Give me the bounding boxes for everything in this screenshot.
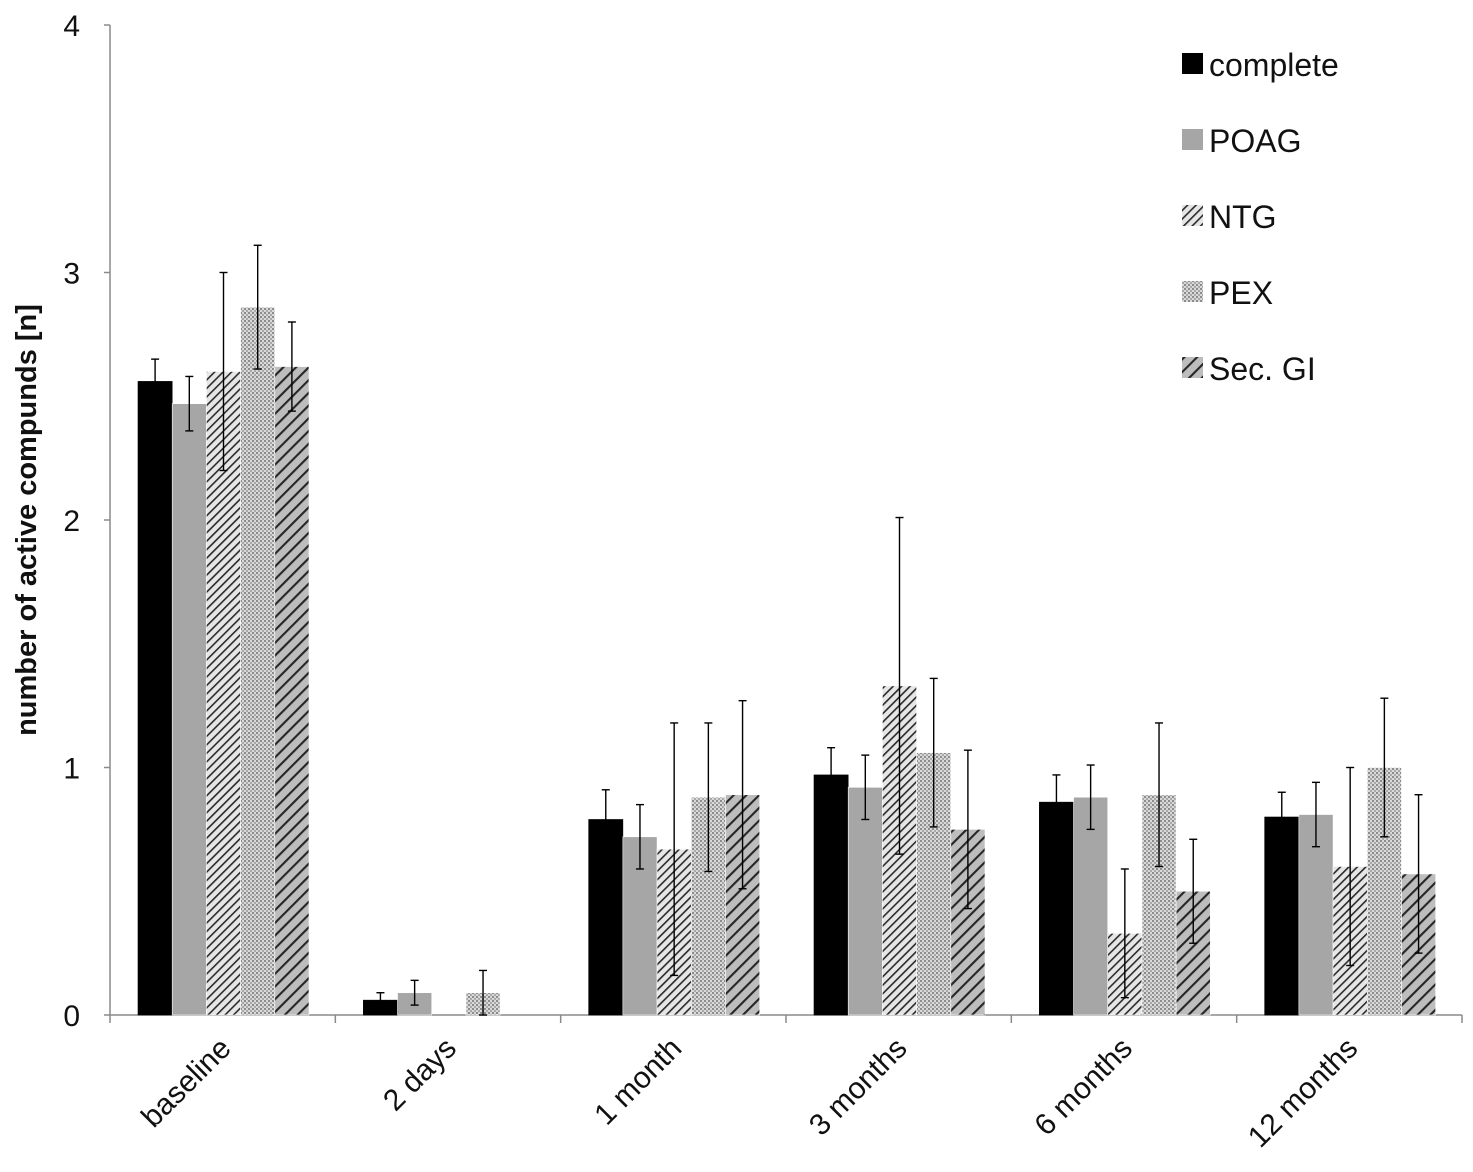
legend-swatch: [1182, 205, 1203, 226]
y-tick-label: 2: [63, 505, 80, 538]
legend-item: NTG: [1182, 199, 1277, 235]
error-bar: [827, 747, 836, 803]
error-bar: [1346, 766, 1355, 967]
y-axis-title: number of active compunds [n]: [11, 304, 43, 736]
legend-item: Sec. GI: [1182, 351, 1316, 387]
x-tick-label: 6 months: [1028, 1032, 1139, 1143]
error-bar: [1277, 791, 1286, 843]
error-bar: [929, 677, 938, 828]
bar-complete-6-months: [1039, 801, 1074, 1016]
x-tick-label: 3 months: [803, 1032, 914, 1143]
bar-complete-1-month: [588, 819, 624, 1016]
error-bar: [670, 722, 679, 977]
bar-poag-baseline: [171, 403, 207, 1016]
legend-item: complete: [1182, 47, 1339, 83]
error-bar: [635, 803, 644, 870]
y-tick-label: 0: [63, 1000, 80, 1033]
legend-swatch: [1182, 53, 1203, 74]
error-bar: [704, 722, 713, 873]
error-bar: [1189, 838, 1198, 944]
error-bar: [1086, 764, 1095, 831]
error-bar: [1311, 781, 1320, 848]
bar-complete-12-months: [1264, 816, 1300, 1016]
legend-swatch: [1182, 129, 1203, 150]
error-bars: [151, 244, 1423, 1016]
legend-item: PEX: [1182, 275, 1273, 311]
y-tick-label: 3: [63, 258, 80, 291]
error-bar: [1380, 697, 1389, 838]
error-bar: [601, 789, 610, 850]
legend-label: NTG: [1209, 199, 1277, 235]
bar-poag-12-months: [1298, 814, 1334, 1016]
legend-item: POAG: [1182, 123, 1301, 159]
error-bar: [1120, 868, 1129, 999]
error-bar: [895, 516, 904, 855]
error-bar: [376, 992, 385, 1009]
error-bar: [185, 375, 194, 432]
bar-poag-3-months: [847, 786, 883, 1016]
bar-complete-3-months: [813, 774, 849, 1016]
legend: complete POAG NTG PEX Sec. GI: [1182, 47, 1339, 387]
error-bar: [861, 754, 870, 821]
error-bar: [410, 979, 419, 1006]
legend-label: PEX: [1209, 275, 1273, 311]
axes: 0 1 2 3 4: [63, 10, 1463, 1033]
legend-label: POAG: [1209, 123, 1301, 159]
legend-swatch: [1182, 357, 1203, 378]
error-bar: [287, 321, 296, 412]
bar-poag-6-months: [1073, 796, 1109, 1016]
x-tick-label: 2 days: [377, 1032, 463, 1118]
x-tick-label: baseline: [135, 1032, 237, 1134]
error-bar: [1414, 794, 1423, 954]
bar-sec-gi-baseline: [274, 366, 310, 1016]
legend-label: Sec. GI: [1209, 351, 1316, 387]
error-bar: [253, 244, 262, 370]
x-tick-label: 12 months: [1242, 1032, 1364, 1154]
x-tick-label: 1 month: [588, 1032, 688, 1132]
error-bar: [1155, 722, 1164, 868]
y-tick-label: 4: [63, 10, 80, 43]
error-bar: [479, 969, 488, 1016]
error-bar: [963, 749, 972, 910]
legend-swatch: [1182, 281, 1203, 302]
bar-pex-baseline: [240, 306, 276, 1016]
bar-complete-baseline: [137, 381, 173, 1016]
error-bar: [151, 358, 160, 405]
category-labels: baseline 2 days 1 month 3 months 6 months 12 …: [135, 1032, 1364, 1154]
legend-label: complete: [1209, 47, 1339, 83]
bars: [137, 306, 1436, 1016]
error-bar: [738, 699, 747, 890]
error-bar: [219, 271, 228, 472]
y-tick-label: 1: [63, 753, 80, 786]
error-bar: [1052, 774, 1061, 831]
